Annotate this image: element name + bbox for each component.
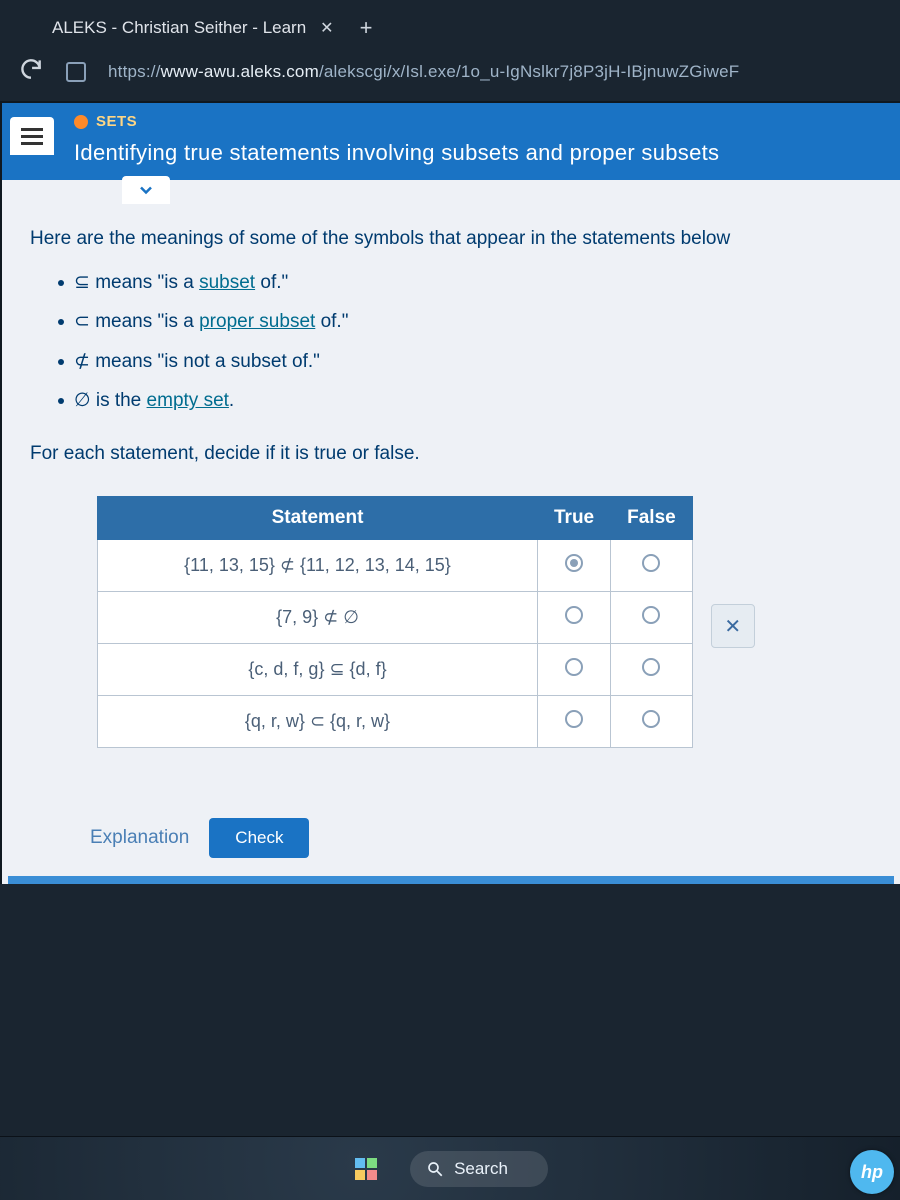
def-proper-subset: ⊂ means "is a proper subset of." <box>58 302 880 341</box>
definitions-list: ⊆ means "is a subset of." ⊂ means "is a … <box>30 253 880 439</box>
statements-table: Statement True False {11, 13, 15} ⊄ {11,… <box>97 496 693 748</box>
browser-toolbar: https://www-awu.aleks.com/alekscgi/x/Isl… <box>0 52 900 101</box>
topic-bar: SETS Identifying true statements involvi… <box>2 103 900 180</box>
category-label: SETS <box>96 113 137 130</box>
progress-bar <box>8 876 894 884</box>
table-row: {q, r, w} ⊂ {q, r, w} <box>98 696 693 748</box>
url-protocol: https:// <box>108 62 161 81</box>
taskbar-search[interactable]: Search <box>410 1151 548 1187</box>
address-bar[interactable]: https://www-awu.aleks.com/alekscgi/x/Isl… <box>108 62 739 82</box>
start-icon[interactable] <box>352 1155 380 1183</box>
progress-fill <box>8 876 894 884</box>
radio-false[interactable] <box>642 606 660 624</box>
link-subset[interactable]: subset <box>199 272 255 293</box>
close-icon[interactable]: ✕ <box>320 18 333 38</box>
radio-true[interactable] <box>565 658 583 676</box>
link-proper-subset[interactable]: proper subset <box>199 311 315 332</box>
table-row: {11, 13, 15} ⊄ {11, 12, 13, 14, 15} <box>98 540 693 592</box>
new-tab-button[interactable]: + <box>346 15 387 41</box>
statement-cell: {q, r, w} ⊂ {q, r, w} <box>98 696 538 748</box>
topic-title: Identifying true statements involving su… <box>74 140 719 166</box>
hp-logo-icon: hp <box>850 1150 894 1194</box>
col-false: False <box>611 497 693 540</box>
menu-icon[interactable] <box>10 117 54 155</box>
expand-toggle[interactable] <box>122 176 170 204</box>
table-row: {c, d, f, g} ⊆ {d, f} <box>98 644 693 696</box>
check-button[interactable]: Check <box>209 818 309 858</box>
radio-false[interactable] <box>642 658 660 676</box>
link-empty-set[interactable]: empty set <box>147 390 229 411</box>
footer-row: Explanation Check <box>2 758 900 870</box>
app-frame: SETS Identifying true statements involvi… <box>0 101 900 884</box>
browser-tab[interactable]: ALEKS - Christian Seither - Learn ✕ <box>40 12 346 44</box>
browser-tab-bar: ALEKS - Christian Seither - Learn ✕ + <box>0 0 900 52</box>
def-subset: ⊆ means "is a subset of." <box>58 263 880 302</box>
def-empty-set: ∅ is the empty set. <box>58 381 880 420</box>
category-pill: SETS <box>74 113 137 130</box>
statement-cell: {7, 9} ⊄ ∅ <box>98 592 538 644</box>
refresh-icon[interactable] <box>18 56 44 87</box>
search-label: Search <box>454 1159 508 1179</box>
table-header-row: Statement True False <box>98 497 693 540</box>
radio-true[interactable] <box>565 554 583 572</box>
def-not-subset: ⊄ means "is not a subset of." <box>58 342 880 381</box>
prompt-text: For each statement, decide if it is true… <box>30 439 880 468</box>
explanation-link[interactable]: Explanation <box>90 827 189 849</box>
tab-title: ALEKS - Christian Seither - Learn <box>52 18 306 38</box>
taskbar: Search <box>0 1136 900 1200</box>
url-host: www-awu.aleks.com <box>161 62 319 81</box>
url-path: /alekscgi/x/Isl.exe/1o_u-IgNslkr7j8P3jH-… <box>319 62 739 81</box>
statement-cell: {c, d, f, g} ⊆ {d, f} <box>98 644 538 696</box>
content-panel: Here are the meanings of some of the sym… <box>2 208 900 477</box>
radio-false[interactable] <box>642 554 660 572</box>
category-dot-icon <box>74 115 88 129</box>
col-statement: Statement <box>98 497 538 540</box>
intro-text: Here are the meanings of some of the sym… <box>30 224 880 253</box>
radio-false[interactable] <box>642 710 660 728</box>
radio-true[interactable] <box>565 606 583 624</box>
table-area: Statement True False {11, 13, 15} ⊄ {11,… <box>2 476 900 758</box>
site-info-icon[interactable] <box>66 62 86 82</box>
col-true: True <box>538 497 611 540</box>
topic-text: SETS Identifying true statements involvi… <box>74 113 719 166</box>
radio-true[interactable] <box>565 710 583 728</box>
close-panel-button[interactable]: ✕ <box>711 604 755 648</box>
statement-cell: {11, 13, 15} ⊄ {11, 12, 13, 14, 15} <box>98 540 538 592</box>
table-row: {7, 9} ⊄ ∅ <box>98 592 693 644</box>
